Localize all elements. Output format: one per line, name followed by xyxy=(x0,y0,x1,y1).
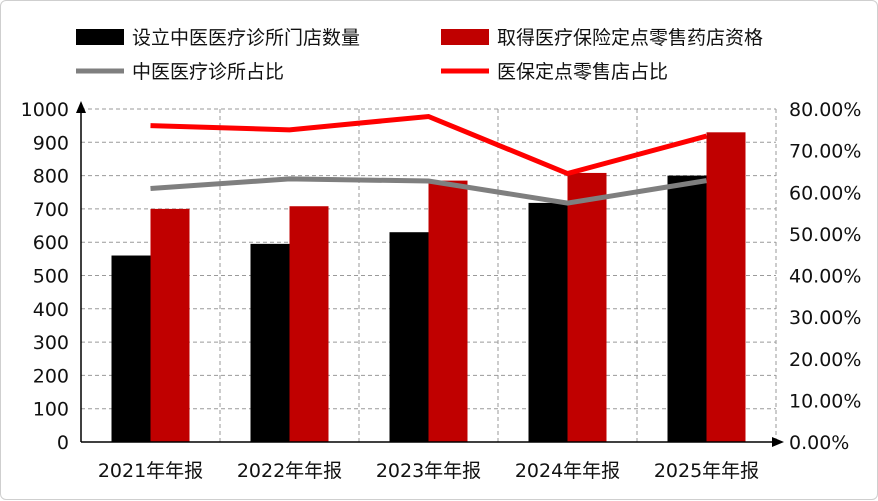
y-left-tick-label: 100 xyxy=(33,399,69,421)
bar-clinic-count xyxy=(112,256,151,442)
y-axis-arrow xyxy=(76,101,86,113)
y-left-tick-label: 400 xyxy=(33,299,69,321)
y-left-tick-label: 200 xyxy=(33,365,69,387)
legend-swatch-bar xyxy=(441,29,489,45)
legend-label: 取得医疗保险定点零售药店资格 xyxy=(497,27,763,49)
bar-clinic-count xyxy=(668,176,707,442)
y-left-tick-label: 300 xyxy=(33,332,69,354)
legend-label: 医保定点零售店占比 xyxy=(497,61,668,83)
x-axis-arrow xyxy=(772,437,784,447)
bar-insurance-store-count xyxy=(290,206,329,442)
y-right-tick-label: 10.00% xyxy=(789,390,861,412)
bar-clinic-count xyxy=(251,244,290,442)
x-tick-label: 2024年年报 xyxy=(515,460,620,482)
bar-insurance-store-count xyxy=(707,132,746,442)
y-left-tick-label: 600 xyxy=(33,232,69,254)
x-tick-label: 2023年年报 xyxy=(376,460,481,482)
y-right-tick-label: 80.00% xyxy=(789,99,861,121)
bar-insurance-store-count xyxy=(151,209,190,442)
y-right-tick-label: 60.00% xyxy=(789,182,861,204)
x-tick-label: 2025年年报 xyxy=(654,460,759,482)
x-tick-label: 2021年年报 xyxy=(98,460,203,482)
y-left-tick-label: 800 xyxy=(33,166,69,188)
y-left-tick-label: 500 xyxy=(33,266,69,288)
y-left-tick-label: 1000 xyxy=(21,99,69,121)
y-left-tick-label: 0 xyxy=(57,432,69,454)
bar-insurance-store-count xyxy=(568,173,607,442)
legend-swatch-bar xyxy=(76,29,124,45)
y-right-tick-label: 0.00% xyxy=(789,432,849,454)
y-left-tick-label: 700 xyxy=(33,199,69,221)
bar-clinic-count xyxy=(390,232,429,442)
y-right-tick-label: 40.00% xyxy=(789,266,861,288)
y-right-tick-label: 50.00% xyxy=(789,224,861,246)
y-right-tick-label: 30.00% xyxy=(789,307,861,329)
bar-clinic-count xyxy=(529,203,568,442)
y-right-tick-label: 20.00% xyxy=(789,349,861,371)
y-left-tick-label: 900 xyxy=(33,132,69,154)
line-insurance-ratio xyxy=(151,116,707,173)
bar-insurance-store-count xyxy=(429,181,468,442)
legend-label: 设立中医医疗诊所门店数量 xyxy=(132,27,360,49)
x-tick-label: 2022年年报 xyxy=(237,460,342,482)
y-right-tick-label: 70.00% xyxy=(789,141,861,163)
legend-label: 中医医疗诊所占比 xyxy=(132,61,284,83)
